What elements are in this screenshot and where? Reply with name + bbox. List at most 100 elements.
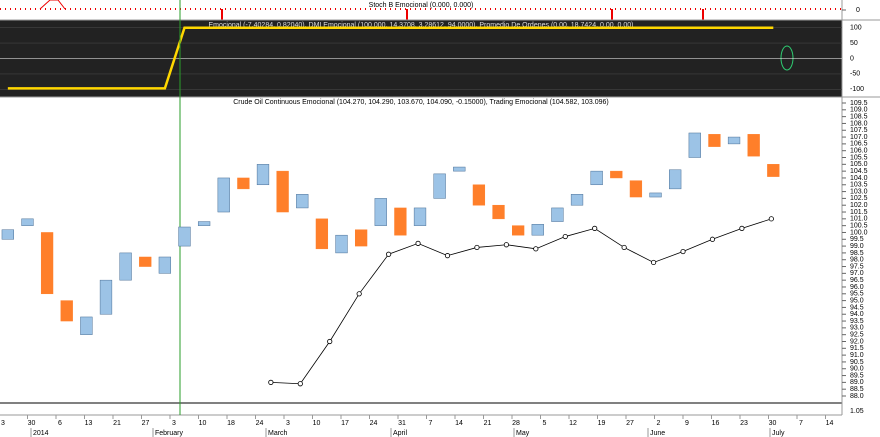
candle [551,207,564,222]
x-tick-label: 21 [113,420,121,427]
candle [315,218,329,250]
y-tick-label: 98.0 [850,257,864,264]
candle [40,232,54,295]
x-tick-label: 28 [512,420,520,427]
trading-point [621,244,627,251]
trading-point [768,216,774,222]
x-tick-label: 3 [1,420,5,427]
y-tick-label: 90.0 [850,366,864,373]
candle [178,226,191,247]
x-tick-label: 23 [740,420,748,427]
panel-title: Crude Oil Continuous Emocional (104.270,… [233,99,609,106]
y-tick-label: 91.5 [850,345,864,352]
y-tick-label: 96.5 [850,277,864,284]
x-tick-label: 27 [626,420,634,427]
y-tick-label: 101.0 [850,216,868,223]
y-tick-label: 106.0 [850,148,868,155]
trading-point [444,253,451,259]
trading-point [650,259,657,266]
month-label: February [155,430,184,437]
y-tick-label: 50 [850,40,858,47]
x-tick-label: 9 [685,420,689,427]
x-tick-label: 21 [484,420,492,427]
y-tick-label: 92.0 [850,338,864,345]
candle [119,252,132,281]
candle [669,169,682,190]
y-tick-label: 95.5 [850,291,864,298]
x-tick-label: 7 [429,420,433,427]
x-tick-label: 2 [657,420,661,427]
trading-point [592,225,598,231]
y-tick-label: 98.5 [850,250,864,257]
month-label: 2014 [33,430,49,437]
candle [394,207,407,236]
x-tick-label: 18 [227,420,235,427]
candle [21,218,34,226]
y-tick-label: 100.0 [850,229,868,236]
y-tick-label: 0 [856,7,860,14]
panel-title: Stoch B Emocional (0.000, 0.000) [369,2,474,9]
stoch-markers [221,9,704,20]
x-tick-label: 17 [341,420,349,427]
candle [767,164,780,177]
candle [276,170,289,213]
x-tick-label: 7 [799,420,803,427]
candle [256,164,270,186]
x-tick-label: 3 [286,420,290,427]
candle [492,204,505,220]
x-tick-label: 3 [172,420,176,427]
y-tick-label: 106.5 [850,141,868,148]
x-tick-label: 14 [826,420,834,427]
candle [570,194,584,206]
candle [649,192,662,198]
trading-point [474,244,480,251]
x-tick-label: 24 [256,420,264,427]
trading-point [709,236,716,242]
candle [747,134,760,157]
candle [335,234,348,254]
candle [296,194,309,209]
candle [80,316,93,335]
month-label: April [393,430,407,437]
y-tick-label: 109.0 [850,107,868,114]
candle [413,207,427,226]
y-tick-label: 96.0 [850,284,864,291]
panel-title: Emocional (-7.40284, 0.82040), DMI Emoci… [209,22,634,29]
y-tick-label: 102.5 [850,195,868,202]
y-tick-label: 97.5 [850,263,864,270]
y-tick-label: -50 [850,71,860,78]
candle [610,170,623,179]
y-tick-label: 99.5 [850,236,864,243]
y-tick-label: 89.5 [850,372,864,379]
candle [237,177,250,190]
y-tick-label: 95.0 [850,297,864,304]
y-tick-label: 99.0 [850,243,864,250]
y-tick-label: 93.5 [850,318,864,325]
month-label: May [516,430,530,437]
candle [374,198,387,226]
stoch-spike [39,0,66,10]
bottom-label: 1.05 [850,408,864,415]
month-label: March [268,430,288,437]
candle [60,300,73,322]
y-tick-label: 107.5 [850,127,868,134]
y-tick-label: 101.5 [850,209,868,216]
y-tick-label: 108.5 [850,113,868,120]
trading-point [386,251,392,257]
y-tick-label: 97.0 [850,270,864,277]
trading-point [297,381,303,387]
y-tick-label: 102.0 [850,202,868,209]
y-tick-label: 105.0 [850,161,868,168]
y-tick-label: 108.0 [850,120,868,127]
y-tick-label: 91.0 [850,352,864,359]
candle [354,229,368,247]
x-tick-label: 31 [398,420,406,427]
candle [99,279,113,315]
candle [217,177,230,213]
trading-point [327,338,333,345]
candle [629,180,643,198]
trading-point [739,225,745,231]
y-tick-label: 100 [850,25,862,32]
candle [453,166,466,172]
